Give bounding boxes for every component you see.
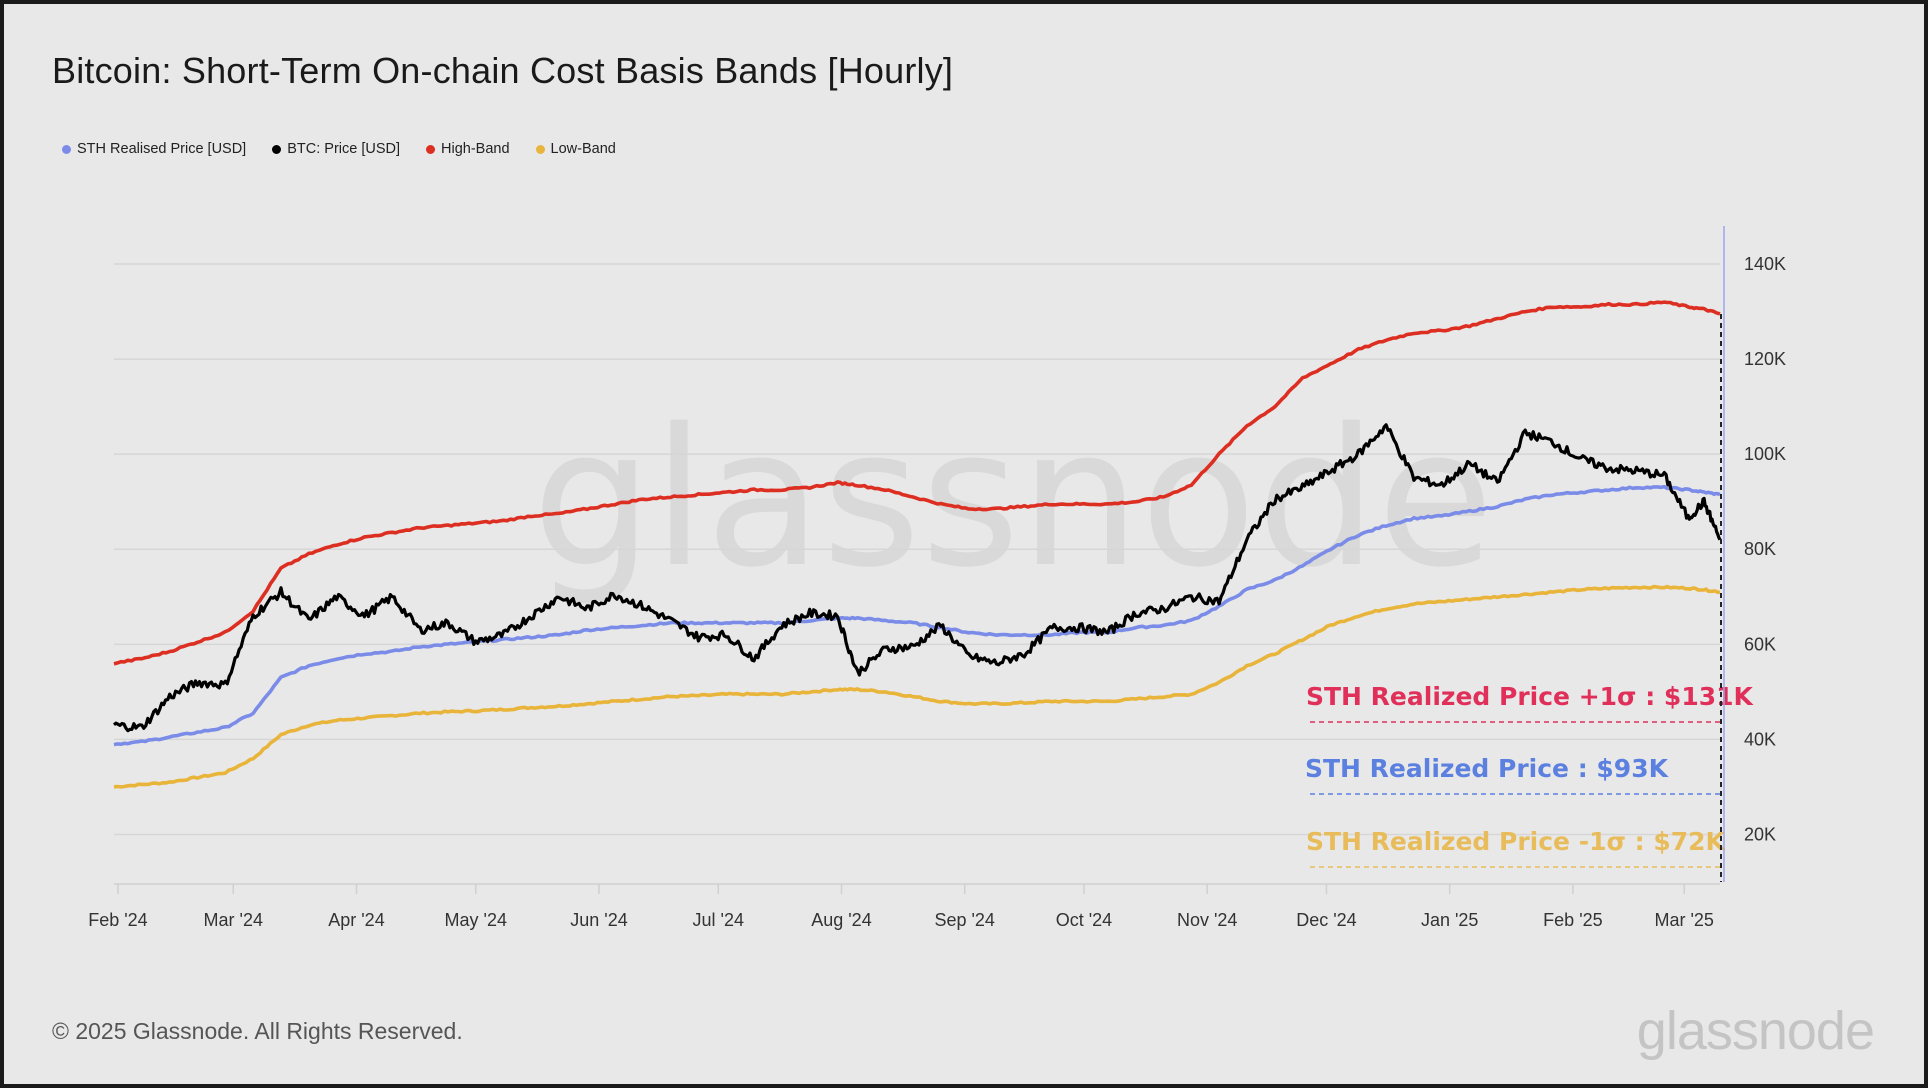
x-tick-label: Jul '24 xyxy=(693,910,744,930)
legend-label: STH Realised Price [USD] xyxy=(77,141,247,157)
legend-item-btc-price[interactable]: BTC: Price [USD] xyxy=(272,141,400,157)
annotation-label: STH Realized Price +1σ : $131K xyxy=(1306,682,1755,711)
legend-label: High-Band xyxy=(441,141,510,157)
legend-dot-icon xyxy=(535,144,545,154)
x-tick-label: Oct '24 xyxy=(1056,910,1112,930)
series-line-sth-realised-price-usd xyxy=(113,484,1721,747)
x-tick-label: Aug '24 xyxy=(811,910,872,930)
legend-label: Low-Band xyxy=(550,141,616,157)
series-line-high-band xyxy=(113,300,1721,666)
y-tick-label: 20K xyxy=(1744,824,1776,844)
annotations: STH Realized Price +1σ : $131K STH Realiz… xyxy=(1305,682,1755,868)
legend-dot-icon xyxy=(62,144,71,154)
x-tick-label: Apr '24 xyxy=(328,910,384,930)
y-tick-label: 140K xyxy=(1744,254,1786,274)
annotation-label: STH Realized Price -1σ : $72K xyxy=(1306,827,1727,856)
y-tick-label: 40K xyxy=(1744,729,1776,749)
x-tick-label: Dec '24 xyxy=(1296,910,1356,930)
legend-dot-icon xyxy=(426,144,436,154)
chart-plot[interactable]: glassnode Feb '24 Mar '24 Apr '24 May '24 Ju… xyxy=(4,4,1924,1084)
annotation-label: STH Realized Price : $93K xyxy=(1305,754,1670,783)
chart-frame: Bitcoin: Short-Term On-chain Cost Basis … xyxy=(4,4,1924,1084)
x-tick-label: Jun '24 xyxy=(570,910,627,930)
legend-item-low-band[interactable]: Low-Band xyxy=(535,141,616,157)
y-axis: 20K 40K 60K 80K 100K 120K 140K xyxy=(1744,254,1786,844)
x-tick-label: Nov '24 xyxy=(1177,910,1237,930)
x-tick-label: Feb '25 xyxy=(1543,910,1602,930)
x-tick-label: Mar '25 xyxy=(1654,910,1713,930)
series-line-low-band xyxy=(113,584,1721,789)
y-tick-label: 60K xyxy=(1744,634,1776,654)
x-tick-label: Feb '24 xyxy=(88,910,147,930)
x-axis: Feb '24 Mar '24 Apr '24 May '24 Jun '24 Jul '… xyxy=(88,883,1720,930)
watermark-text: glassnode xyxy=(532,388,1494,609)
y-tick-label: 80K xyxy=(1744,539,1776,559)
chart-title: Bitcoin: Short-Term On-chain Cost Basis … xyxy=(52,50,954,91)
x-tick-label: Sep '24 xyxy=(934,910,995,930)
y-tick-label: 100K xyxy=(1744,444,1786,464)
gridlines xyxy=(114,263,1720,836)
glassnode-logo: glassnode xyxy=(1636,1001,1875,1061)
crosshair xyxy=(1720,226,1725,882)
legend-label: BTC: Price [USD] xyxy=(287,141,401,157)
x-tick-label: Jan '25 xyxy=(1421,910,1478,930)
legend: STH Realised Price [USD] BTC: Price [USD… xyxy=(62,141,616,157)
y-tick-label: 120K xyxy=(1744,349,1786,369)
x-tick-label: May '24 xyxy=(445,910,507,930)
legend-item-high-band[interactable]: High-Band xyxy=(426,141,510,157)
legend-dot-icon xyxy=(272,144,282,154)
footer-copyright: © 2025 Glassnode. All Rights Reserved. xyxy=(52,1018,463,1044)
x-tick-label: Mar '24 xyxy=(204,910,263,930)
series-lines xyxy=(112,300,1722,789)
legend-item-sth-realised[interactable]: STH Realised Price [USD] xyxy=(62,141,246,157)
series-line-btc-price-usd xyxy=(112,423,1722,733)
